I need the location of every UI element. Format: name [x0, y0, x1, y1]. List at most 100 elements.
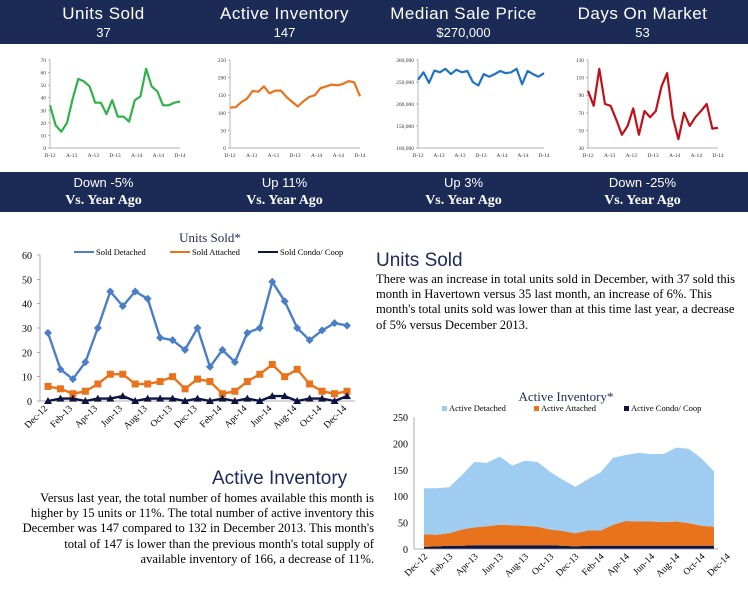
y-tick-label: 300,000 [396, 58, 414, 64]
series-line [417, 67, 545, 87]
data-point [218, 345, 227, 354]
y-tick-label: 70 [579, 111, 585, 117]
x-tick-label: Feb-13 [49, 404, 75, 430]
y-tick-label: 30 [41, 108, 47, 114]
x-tick-label: D-13 [109, 153, 121, 159]
y-tick-label: 50 [398, 519, 408, 530]
data-point [93, 394, 102, 402]
data-point [118, 302, 127, 311]
y-tick-label: 60 [22, 251, 32, 262]
data-point [44, 382, 52, 390]
data-point [56, 394, 65, 402]
y-tick-label: 100 [218, 111, 227, 117]
data-point [306, 380, 314, 388]
y-tick-label: 40 [22, 300, 32, 311]
data-point [156, 394, 165, 402]
x-tick-label: D-14 [712, 153, 724, 159]
change-median-sale-price: Up 3% Vs. Year Ago [370, 174, 557, 210]
y-tick-label: 0 [27, 397, 32, 408]
kpi-title: Days On Market [577, 4, 708, 23]
x-tick-label: D-14 [174, 153, 186, 159]
change-bar: Down -5% Vs. Year Ago Up 11% Vs. Year Ag… [0, 172, 748, 212]
data-point [331, 390, 339, 398]
y-tick-label: 50 [579, 128, 585, 134]
series-line [586, 67, 719, 141]
y-tick-label: 50 [22, 275, 32, 286]
legend-swatch [534, 406, 539, 411]
kpi-title: Median Sale Price [390, 4, 537, 23]
x-tick-label: A-14 [131, 153, 143, 159]
x-tick-label: Apr-14 [223, 404, 250, 431]
data-point [169, 373, 177, 381]
data-point [280, 392, 289, 400]
data-point [293, 397, 302, 404]
y-tick-label: 90 [579, 93, 585, 99]
data-point [330, 319, 339, 328]
y-tick-label: 150,000 [396, 124, 414, 130]
units-sold-paragraph: There was an increase in total units sol… [376, 272, 736, 332]
data-point [144, 380, 152, 388]
kpi-value: 53 [635, 25, 650, 40]
x-tick-label: D-13 [289, 153, 301, 159]
change-days-on-market: Down -25% Vs. Year Ago [549, 174, 736, 210]
x-tick-label: A-13 [268, 153, 280, 159]
data-point [268, 392, 277, 400]
x-tick-label: A-13 [604, 153, 616, 159]
kpi-title: Active Inventory [220, 4, 349, 23]
x-tick-label: Aug-14 [655, 552, 683, 580]
active-inventory-chart: Active Inventory* Active Detached Active A… [393, 389, 733, 580]
y-tick-label: 0 [223, 146, 226, 152]
change-value: Down -5% [73, 175, 134, 190]
data-point [69, 390, 77, 398]
data-point [318, 387, 326, 395]
x-tick-label: Oct-13 [530, 552, 556, 578]
x-tick-label: A-14 [496, 153, 508, 159]
data-point [193, 394, 202, 402]
data-point [44, 328, 52, 337]
data-point [293, 324, 302, 332]
legend-label: Sold Detached [96, 247, 147, 257]
y-tick-label: 100 [393, 492, 408, 503]
kpi-units-sold: Units Sold 37 [10, 4, 197, 42]
y-tick-label: 250 [218, 58, 227, 64]
data-point [118, 392, 127, 400]
active-inventory-paragraph: Versus last year, the total number of ho… [22, 491, 374, 566]
y-tick-label: 200,000 [396, 102, 414, 108]
data-point [106, 394, 115, 402]
x-tick-label: Dec-14 [706, 552, 733, 579]
kpi-value: 147 [273, 25, 296, 40]
chart-title: Active Inventory* [519, 389, 614, 404]
change-active-inventory: Up 11% Vs. Year Ago [191, 174, 378, 210]
x-tick-label: Aug-13 [122, 404, 150, 432]
data-point [268, 277, 277, 286]
data-point [255, 324, 264, 332]
x-tick-label: A-14 [333, 153, 345, 159]
y-tick-label: 200 [393, 439, 408, 450]
data-point [181, 385, 189, 393]
change-value: Up 11% [261, 175, 308, 190]
y-tick-label: 250 [393, 413, 408, 424]
data-point [168, 394, 177, 402]
y-tick-label: 0 [43, 146, 46, 152]
data-point [131, 380, 139, 388]
kpi-value: $270,000 [436, 25, 491, 40]
kpi-value: 37 [96, 25, 111, 40]
data-point [206, 378, 214, 386]
data-point [119, 370, 127, 378]
data-point [330, 397, 339, 404]
data-point [256, 370, 264, 378]
data-point [205, 397, 214, 404]
x-tick-label: A-13 [454, 153, 466, 159]
data-point [81, 358, 90, 367]
data-point [231, 387, 239, 395]
y-tick-label: 150 [218, 93, 227, 99]
kpi-median-sale-price: Median Sale Price $270,000 [370, 4, 557, 42]
data-point [106, 370, 114, 378]
data-point [143, 394, 152, 402]
data-point [343, 392, 351, 400]
y-tick-label: 30 [22, 324, 32, 335]
data-point [168, 336, 177, 345]
x-tick-label: Apr-13 [454, 552, 481, 579]
y-tick-label: 100,000 [396, 146, 414, 152]
series-line [48, 67, 181, 133]
